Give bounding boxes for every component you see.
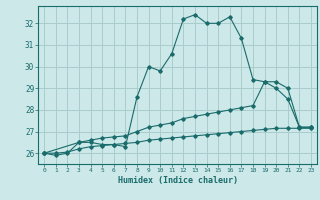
- X-axis label: Humidex (Indice chaleur): Humidex (Indice chaleur): [118, 176, 238, 185]
